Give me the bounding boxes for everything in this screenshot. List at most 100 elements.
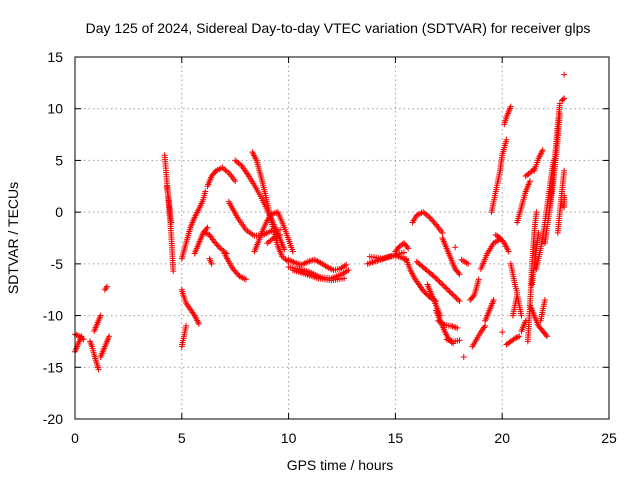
data-point-marker: [455, 296, 462, 303]
x-tick-label: 20: [494, 430, 510, 446]
data-point-marker: [210, 238, 217, 245]
data-point-marker: [518, 312, 525, 319]
data-point-marker: [560, 96, 567, 103]
data-point-marker: [97, 312, 104, 319]
data-point-marker: [507, 103, 514, 110]
data-point-marker: [442, 284, 449, 291]
data-point-marker: [289, 248, 296, 255]
data-point-marker: [437, 280, 444, 287]
data-point-marker: [436, 278, 443, 285]
data-point-marker: [454, 324, 461, 331]
data-point-marker: [430, 218, 437, 225]
data-point-marker: [544, 333, 551, 340]
y-axis-label: SDTVAR / TECUs: [5, 182, 21, 294]
data-point-marker: [230, 266, 237, 273]
data-point-marker: [452, 244, 459, 251]
data-point-marker: [449, 291, 456, 298]
data-point-marker: [470, 293, 477, 300]
chart-title: Day 125 of 2024, Sidereal Day-to-day VTE…: [86, 20, 591, 36]
data-point-marker: [512, 335, 519, 342]
y-tick-label: -5: [51, 256, 64, 272]
data-point-marker: [433, 276, 440, 283]
data-point-marker: [341, 275, 348, 282]
data-point-marker: [426, 214, 433, 221]
data-point-marker: [231, 267, 238, 274]
axis-ticks: [74, 56, 610, 420]
x-tick-label: 0: [71, 430, 79, 446]
data-point-marker: [561, 95, 568, 102]
data-point-marker: [232, 268, 239, 275]
data-point-marker: [450, 292, 457, 299]
data-point-marker: [456, 271, 463, 278]
data-point-marker: [533, 209, 540, 216]
data-point-marker: [431, 220, 438, 227]
data-point-marker: [446, 288, 453, 295]
data-point-marker: [102, 285, 109, 292]
data-point-marker: [170, 268, 177, 275]
data-point-marker: [106, 333, 113, 340]
data-point-marker: [490, 297, 497, 304]
data-point-marker: [503, 136, 510, 143]
data-point-marker: [208, 260, 215, 267]
data-point-marker: [343, 261, 350, 268]
data-point-marker: [526, 169, 533, 176]
data-point-marker: [513, 334, 520, 341]
data-point-marker: [455, 269, 462, 276]
y-tick-label: 0: [55, 204, 63, 220]
data-point-marker: [215, 243, 222, 250]
data-point-marker: [398, 254, 405, 261]
data-point-marker: [405, 245, 412, 252]
data-point-marker: [95, 366, 102, 373]
data-point-marker: [79, 335, 86, 342]
data-point-marker: [456, 298, 463, 305]
data-point-marker: [522, 317, 529, 324]
data-point-marker: [203, 230, 210, 237]
data-point-marker: [168, 219, 175, 226]
x-tick-label: 25: [601, 430, 617, 446]
data-point-marker: [514, 333, 521, 340]
data-point-marker: [429, 272, 436, 279]
data-point-marker: [440, 282, 447, 289]
data-point-marker: [499, 329, 506, 336]
data-point-marker: [528, 168, 535, 175]
data-point-marker: [561, 203, 568, 210]
data-point-marker: [277, 231, 284, 238]
data-point-marker: [460, 353, 467, 360]
data-point-marker: [556, 100, 563, 107]
data-point-marker: [204, 224, 211, 231]
data-point-marker: [465, 260, 472, 267]
data-point-marker: [541, 297, 548, 304]
data-point-marker: [443, 285, 450, 292]
data-point-marker: [427, 215, 434, 222]
data-point-marker: [526, 178, 533, 185]
data-point-marker: [212, 239, 219, 246]
data-point-marker: [242, 276, 249, 283]
tick-labels: 0 5 10 15 20 25 -20 -15 -10 -5 0 5 10 15: [43, 49, 617, 446]
data-point-marker: [104, 283, 111, 290]
data-point-marker: [73, 331, 80, 338]
data-point-marker: [439, 229, 446, 236]
data-point-marker: [214, 242, 221, 249]
data-point-marker: [195, 320, 202, 327]
data-point-marker: [213, 240, 220, 247]
data-point-marker: [432, 274, 439, 281]
data-point-marker: [439, 281, 446, 288]
data-point-marker: [542, 331, 549, 338]
data-point-marker: [345, 267, 352, 274]
data-point-marker: [435, 277, 442, 284]
data-point-marker: [561, 71, 568, 78]
data-point-marker: [232, 178, 239, 185]
data-point-marker: [452, 293, 459, 300]
grid-lines: [75, 57, 609, 419]
y-tick-label: -10: [43, 308, 63, 324]
y-tick-label: -20: [43, 411, 63, 427]
x-tick-label: 10: [281, 430, 297, 446]
data-point-marker: [202, 188, 209, 195]
data-points: [72, 71, 568, 373]
data-point-marker: [404, 244, 411, 251]
data-point-marker: [516, 333, 523, 340]
data-point-marker: [445, 287, 452, 294]
data-point-marker: [430, 273, 437, 280]
data-point-marker: [456, 337, 463, 344]
